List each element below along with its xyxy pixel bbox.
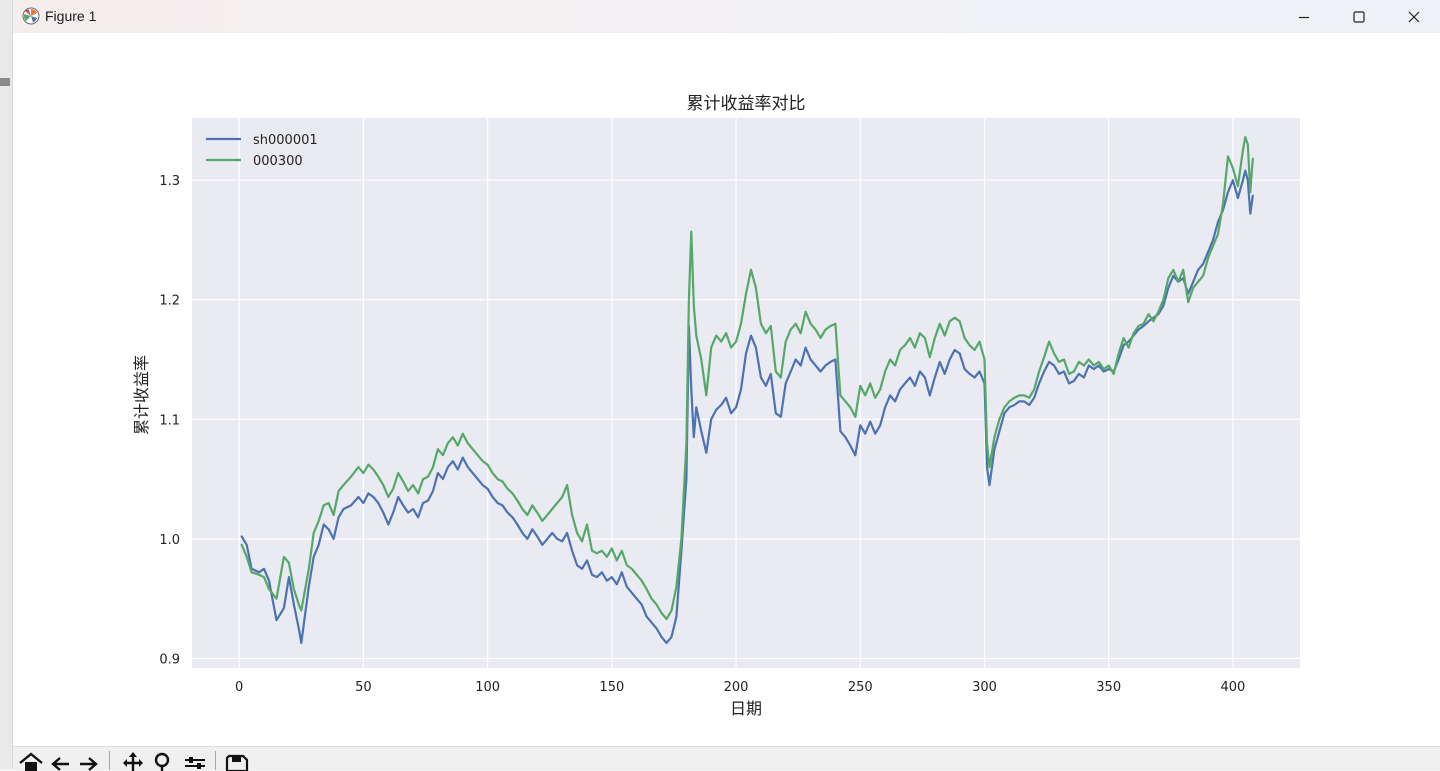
y-axis-ticks: 0.9 1.0 1.1 1.2 1.3 — [159, 174, 180, 667]
maximize-icon — [1353, 10, 1365, 23]
x-tick-label: 350 — [1096, 680, 1121, 695]
y-axis-label: 累计收益率 — [132, 355, 151, 435]
configure-subplots-icon — [185, 757, 205, 769]
x-tick-label: 100 — [475, 680, 500, 695]
plot-area — [192, 118, 1300, 668]
configure-subplots-button[interactable] — [181, 749, 209, 771]
zoom-button[interactable] — [149, 749, 177, 771]
x-axis-ticks: 0 50 100 150 200 250 300 350 400 — [235, 680, 1245, 695]
y-tick-label: 1.1 — [159, 413, 180, 428]
chart-title: 累计收益率对比 — [687, 94, 806, 114]
pan-icon — [123, 752, 143, 771]
series-line-000300 — [240, 135, 1254, 621]
x-tick-label: 150 — [599, 680, 624, 695]
x-tick-label: 250 — [848, 680, 873, 695]
figure-window: Figure 1 0 50 100 150 200 250 300 350 400 0.9 1.0… — [12, 0, 1440, 771]
forward-arrow-icon — [80, 757, 98, 771]
back-button[interactable] — [47, 749, 75, 771]
x-tick-label: 50 — [355, 680, 372, 695]
x-tick-label: 200 — [724, 680, 749, 695]
close-icon — [1408, 11, 1420, 22]
y-tick-label: 1.2 — [159, 294, 180, 309]
legend: sh000001 000300 — [206, 133, 318, 169]
y-tick-label: 1.3 — [159, 174, 180, 189]
matplotlib-app-icon — [22, 7, 40, 25]
home-button[interactable] — [17, 749, 45, 771]
close-button[interactable] — [1387, 0, 1440, 33]
toolbar-separator — [109, 751, 110, 770]
x-tick-label: 300 — [972, 680, 997, 695]
y-tick-label: 1.0 — [159, 533, 180, 548]
legend-label-000300: 000300 — [253, 154, 303, 169]
y-tick-label: 0.9 — [159, 652, 180, 667]
series-line-sh000001 — [240, 169, 1254, 645]
figure-canvas[interactable]: 0 50 100 150 200 250 300 350 400 0.9 1.0 1.1 1.2 1.3… — [13, 33, 1440, 746]
title-bar[interactable]: Figure 1 — [13, 0, 1440, 33]
forward-button[interactable] — [75, 749, 103, 771]
home-icon — [19, 752, 43, 771]
toolbar-separator — [215, 751, 216, 770]
legend-label-sh000001: sh000001 — [253, 133, 318, 148]
pan-button[interactable] — [119, 749, 147, 771]
line-chart: 0 50 100 150 200 250 300 350 400 0.9 1.0 1.1 1.2 1.3… — [132, 94, 1300, 718]
back-arrow-icon — [51, 757, 69, 771]
series-lines — [240, 135, 1254, 645]
zoom-icon — [154, 752, 170, 771]
background-window-edge — [0, 0, 12, 769]
background-window-marker — [0, 78, 10, 86]
navigation-toolbar — [13, 746, 1440, 771]
x-tick-label: 0 — [235, 680, 243, 695]
save-icon — [225, 754, 249, 771]
save-button[interactable] — [223, 749, 251, 771]
x-axis-label: 日期 — [730, 699, 762, 718]
minimize-button[interactable] — [1277, 0, 1331, 33]
window-title: Figure 1 — [45, 8, 97, 24]
maximize-button[interactable] — [1332, 0, 1386, 33]
x-tick-label: 400 — [1221, 680, 1246, 695]
minimize-icon — [1299, 16, 1309, 18]
